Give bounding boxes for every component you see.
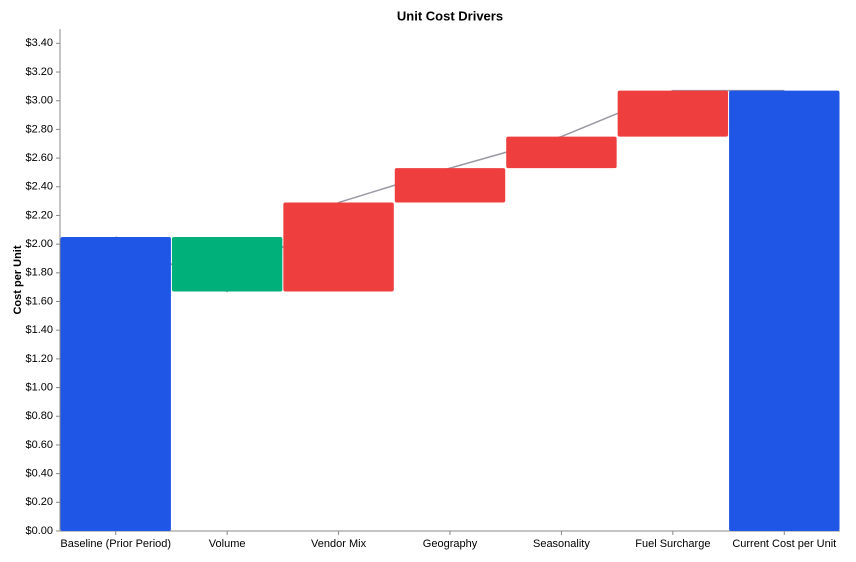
y-tick-label: $1.00: [25, 381, 53, 393]
y-tick-label: $0.80: [25, 410, 53, 422]
x-tick-label: Volume: [209, 538, 246, 550]
y-tick-label: $1.20: [25, 353, 53, 365]
y-tick-label: $3.00: [25, 95, 53, 107]
y-tick-label: $1.60: [25, 295, 53, 307]
y-tick-label: $1.80: [25, 267, 53, 279]
y-axis-label: Cost per Unit: [12, 245, 24, 314]
bar: [283, 202, 394, 292]
y-tick-label: $0.40: [25, 468, 53, 480]
chart-title: Unit Cost Drivers: [397, 8, 503, 23]
bar: [394, 168, 506, 203]
y-tick-label: $3.20: [25, 66, 53, 78]
y-tick-label: $0.60: [25, 439, 53, 451]
y-tick-label: $0.00: [25, 525, 53, 537]
y-tick-label: $0.20: [25, 496, 53, 508]
bar: [617, 90, 729, 137]
bar: [729, 90, 840, 531]
x-tick-label: Vendor Mix: [311, 538, 367, 550]
x-tick-label: Seasonality: [533, 538, 590, 550]
bar: [506, 136, 617, 169]
x-tick-label: Baseline (Prior Period): [60, 538, 171, 550]
y-tick-label: $2.00: [25, 238, 53, 250]
y-tick-label: $2.80: [25, 123, 53, 135]
y-tick-label: $1.40: [25, 324, 53, 336]
y-tick-label: $3.40: [25, 37, 53, 49]
bar: [60, 236, 171, 531]
bar: [171, 236, 283, 292]
x-tick-label: Fuel Surcharge: [635, 538, 710, 550]
x-tick-label: Current Cost per Unit: [732, 538, 836, 550]
x-tick-label: Geography: [423, 538, 478, 550]
y-tick-label: $2.40: [25, 181, 53, 193]
y-tick-label: $2.60: [25, 152, 53, 164]
y-tick-label: $2.20: [25, 209, 53, 221]
